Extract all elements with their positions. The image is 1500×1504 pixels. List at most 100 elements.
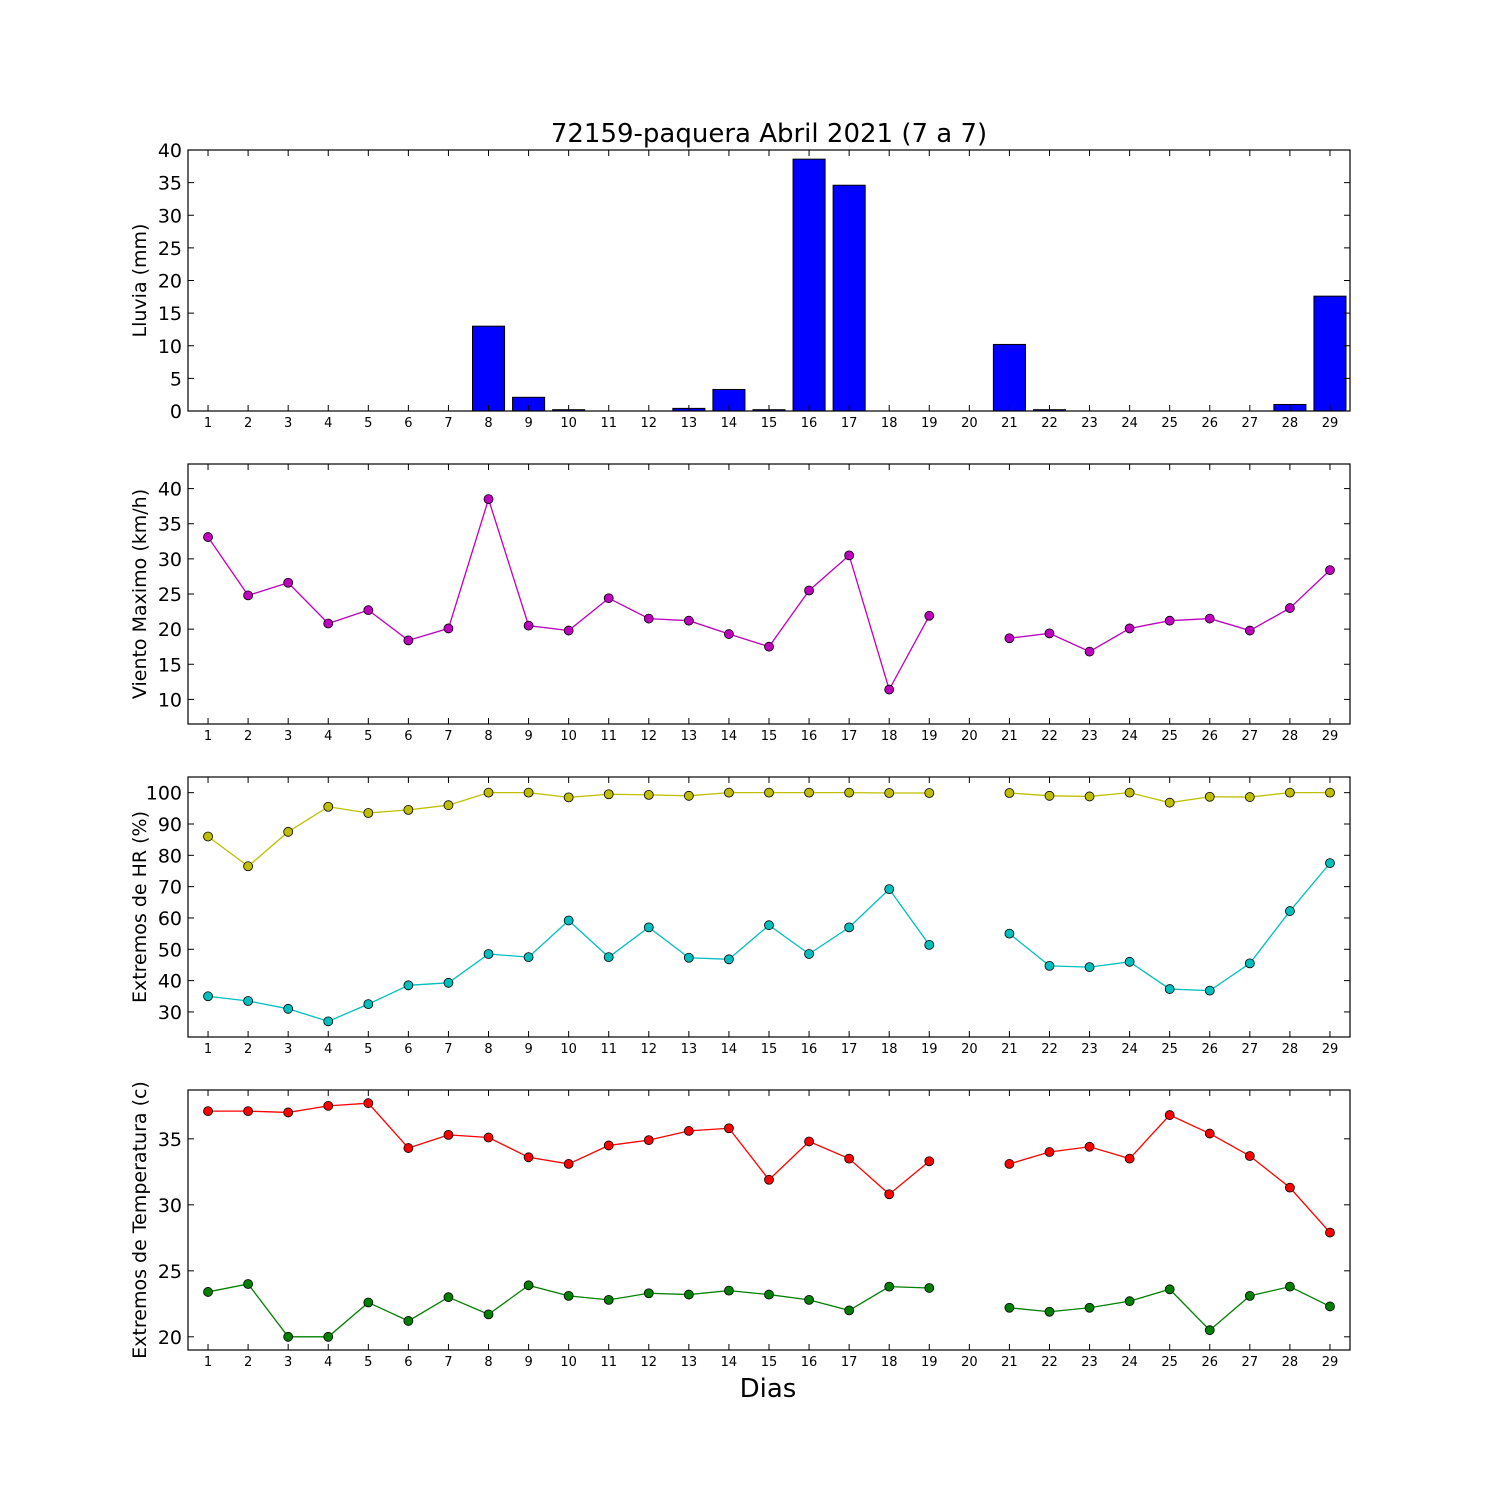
xtick-label-9: 9: [524, 1355, 532, 1370]
xtick-label-1: 1: [204, 1042, 212, 1057]
xtick-label-10: 10: [560, 729, 577, 744]
xtick-label-4: 4: [324, 1042, 332, 1057]
xtick-label-8: 8: [484, 416, 492, 431]
series-1-point-day-6: [403, 635, 414, 646]
series-1-point-day-27: [1244, 625, 1255, 636]
series-2-point-day-9: [523, 1280, 534, 1291]
series-1-point-day-12: [643, 1135, 654, 1146]
xtick-label-23: 23: [1081, 1355, 1098, 1370]
series-2-point-day-29: [1325, 1301, 1335, 1312]
series-1-point-day-4: [323, 801, 334, 812]
xtick-label-2: 2: [244, 1042, 252, 1057]
series-1-point-day-12: [643, 789, 654, 800]
series-2-point-day-12: [643, 922, 654, 933]
series-1-point-day-1: [203, 1106, 213, 1117]
series-1-point-day-25: [1164, 615, 1175, 626]
series-1-point-day-24: [1124, 1153, 1135, 1164]
series-1-point-day-1: [203, 532, 213, 542]
series-1-point-day-19: [924, 610, 935, 621]
xtick-label-23: 23: [1081, 729, 1098, 744]
series-1-point-day-22: [1044, 628, 1055, 639]
x-axis-label: Dias: [740, 1374, 797, 1404]
xtick-label-22: 22: [1041, 1042, 1058, 1057]
series-1-point-day-8: [483, 1132, 494, 1143]
xtick-label-16: 16: [801, 1042, 818, 1057]
ytick-label-25: 25: [158, 238, 182, 260]
xtick-label-24: 24: [1121, 416, 1138, 431]
xtick-label-26: 26: [1201, 729, 1218, 744]
ytick-label-15: 15: [158, 303, 182, 325]
series-2-line-segment-1: [207, 888, 930, 1023]
series-2-point-day-13: [683, 1289, 694, 1300]
ytick-label-100: 100: [146, 783, 182, 805]
xtick-label-22: 22: [1041, 416, 1058, 431]
xtick-label-8: 8: [484, 1042, 492, 1057]
series-2-point-day-1: [203, 1287, 213, 1297]
xtick-label-17: 17: [841, 416, 858, 431]
xtick-label-18: 18: [881, 729, 898, 744]
series-2-point-day-6: [403, 1316, 414, 1326]
xtick-label-22: 22: [1041, 1355, 1058, 1370]
xtick-label-25: 25: [1161, 729, 1178, 744]
series-1-point-day-17: [844, 1153, 855, 1164]
series-2-point-day-11: [603, 952, 614, 963]
xtick-label-14: 14: [721, 1355, 738, 1370]
series-1-point-day-23: [1084, 646, 1095, 657]
series-1-point-day-28: [1285, 603, 1295, 613]
series-1-point-day-22: [1044, 790, 1055, 801]
series-1-point-day-22: [1044, 1147, 1055, 1157]
series-1-point-day-3: [283, 577, 294, 588]
ytick-label-70: 70: [158, 877, 182, 899]
xtick-label-5: 5: [364, 1042, 372, 1057]
xtick-label-2: 2: [244, 416, 252, 431]
series-1-point-day-21: [1004, 788, 1015, 798]
series-1-point-day-6: [403, 804, 414, 815]
series-1-point-day-16: [804, 585, 814, 596]
xtick-label-12: 12: [641, 416, 658, 431]
series-1-point-day-23: [1084, 1141, 1095, 1152]
series-1-point-day-13: [683, 790, 694, 801]
xtick-label-23: 23: [1081, 1042, 1098, 1057]
series-1-point-day-29: [1325, 1227, 1335, 1238]
xtick-label-21: 21: [1001, 416, 1018, 431]
series-1-point-day-9: [523, 620, 534, 631]
xtick-label-25: 25: [1161, 416, 1178, 431]
xtick-label-27: 27: [1242, 416, 1259, 431]
xtick-label-3: 3: [284, 1042, 292, 1057]
ytick-label-40: 40: [158, 140, 182, 162]
xtick-label-7: 7: [444, 729, 452, 744]
ytick-label-10: 10: [158, 336, 182, 358]
axes-frame: [187, 463, 1351, 725]
series-2-point-day-2: [243, 1279, 254, 1289]
series-2-point-day-12: [643, 1288, 654, 1299]
xtick-label-15: 15: [761, 416, 778, 431]
xtick-label-21: 21: [1001, 729, 1018, 744]
xtick-label-27: 27: [1242, 729, 1259, 744]
series-2-point-day-16: [804, 949, 814, 959]
xtick-label-28: 28: [1282, 416, 1299, 431]
xtick-label-7: 7: [444, 1355, 452, 1370]
series-2-point-day-23: [1084, 962, 1095, 973]
xtick-label-11: 11: [600, 1042, 617, 1057]
xtick-label-25: 25: [1161, 1042, 1178, 1057]
series-1-point-day-18: [884, 1189, 895, 1200]
series-1-point-day-15: [764, 787, 774, 798]
series-1-line-segment-1: [207, 496, 930, 692]
series-2-point-day-18: [884, 1281, 895, 1292]
series-2-point-day-18: [884, 884, 895, 895]
xtick-label-3: 3: [284, 1355, 292, 1370]
series-1-point-day-15: [764, 641, 774, 652]
series-2-point-day-17: [844, 1305, 855, 1316]
xtick-label-18: 18: [881, 1042, 898, 1057]
ytick-label-60: 60: [158, 908, 182, 930]
series-1-point-day-18: [884, 684, 895, 695]
xtick-label-17: 17: [841, 1355, 858, 1370]
series-2-point-day-5: [363, 1297, 374, 1308]
series-1-point-day-11: [603, 789, 614, 800]
xtick-label-21: 21: [1001, 1042, 1018, 1057]
xtick-label-20: 20: [961, 1042, 978, 1057]
axes-frame: [187, 776, 1351, 1038]
xtick-label-12: 12: [641, 1355, 658, 1370]
panel-1: 1 2 3 4 5 6 7 8 9 10 11 12 13 14 15 16 17 18 19 20 21 22 23 24 2…: [129, 119, 1351, 431]
series-1-point-day-10: [563, 625, 574, 636]
